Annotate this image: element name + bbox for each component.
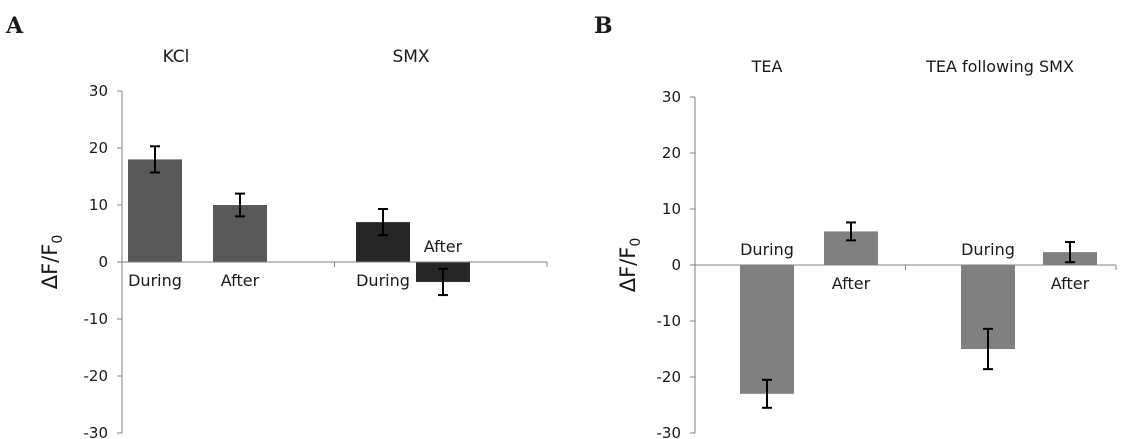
- panel-b-y-tick-label: 20: [662, 144, 681, 162]
- panel-b-y-tick-label: -30: [657, 424, 682, 439]
- panel-a-y-tick-label: -20: [84, 367, 109, 385]
- panel-b-y-label: ΔF/F0: [616, 238, 644, 293]
- panel-b: B -30 -20 -10 0 10 20 30 ΔF/F0 TEA TEA following …: [594, 13, 1117, 439]
- panel-a-y-label: ΔF/F0: [38, 235, 66, 290]
- panel-a-y-tick-label: 10: [89, 196, 108, 214]
- panel-a-group-title: KCl: [163, 47, 190, 67]
- panel-b-y-tick-label: -10: [657, 312, 682, 330]
- panel-b-y-tick-label: 30: [662, 88, 681, 106]
- panel-a-group-title: SMX: [392, 47, 429, 67]
- panel-a: A -30 -20 -10 0 10 20 30 ΔF/F0 KCl SMX During After…: [5, 13, 548, 439]
- panel-b-group-title: TEA following SMX: [925, 57, 1074, 76]
- panel-b-label: B: [594, 13, 613, 39]
- panel-b-category-label: After: [832, 274, 871, 293]
- panel-b-category-label: During: [961, 240, 1015, 259]
- panel-a-category-label: After: [221, 271, 260, 290]
- panel-a-category-label: After: [424, 237, 463, 256]
- panel-b-category-label: After: [1051, 274, 1090, 293]
- panel-a-bar: [128, 159, 182, 262]
- panel-a-y-tick-label: 20: [89, 139, 108, 157]
- panel-a-category-label: During: [128, 271, 182, 290]
- panel-b-category-label: During: [740, 240, 794, 259]
- panel-a-y-tick-label: 0: [98, 253, 108, 271]
- panel-a-y-tick-label: -10: [84, 310, 109, 328]
- panel-b-group-title: TEA: [751, 57, 783, 76]
- panel-a-y-tick-label: -30: [84, 424, 109, 439]
- panel-a-y-tick-label: 30: [89, 82, 108, 100]
- panel-b-y-tick-label: -20: [657, 368, 682, 386]
- panel-b-y-tick-label: 10: [662, 200, 681, 218]
- panel-b-bar: [740, 265, 794, 394]
- panel-a-label: A: [5, 13, 24, 39]
- panel-b-y-tick-label: 0: [671, 256, 681, 274]
- panel-a-category-label: During: [356, 271, 410, 290]
